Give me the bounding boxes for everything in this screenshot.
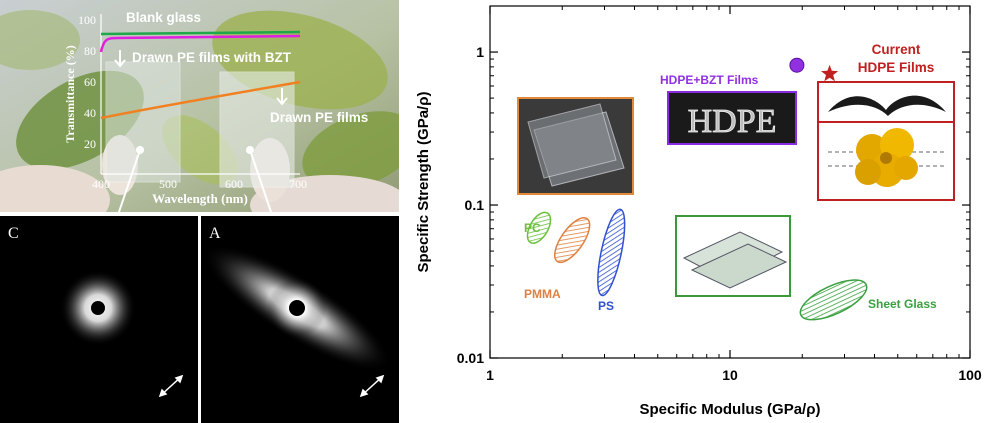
saxs-panel-c: C (0, 216, 198, 423)
inset-x-tick-700: 700 (289, 177, 307, 191)
annotation-pmma: PMMA (524, 287, 561, 301)
connector-line-a (249, 149, 273, 212)
annotation-current: Current (872, 42, 921, 57)
annotation-pc: PC (524, 221, 541, 235)
inset-sheet-glass (675, 215, 791, 297)
hdpe-text: HDPE (688, 103, 777, 140)
arrow-down-icon (276, 88, 288, 106)
y-tick-label: 0.01 (457, 350, 484, 366)
ashby-chart-panel: 1 10 100 1 0.1 0.01 Specific Modulus (GPa/ρ) … (402, 0, 992, 423)
label-blank-glass: Blank glass (126, 10, 201, 25)
beam-stop (289, 300, 305, 316)
inset-acrylic-sheets (517, 97, 634, 195)
inset-y-tick-40: 40 (84, 106, 96, 120)
double-arrow-icon (158, 374, 184, 398)
annotation-hdpe-films: HDPE Films (858, 60, 935, 75)
inset-y-tick-20: 20 (84, 137, 96, 151)
region-ps (597, 208, 626, 297)
saxs-a-svg: A (201, 216, 399, 423)
inset-y-tick-60: 60 (84, 75, 96, 89)
arrow-down-icon (114, 50, 126, 68)
point-current-hdpe-films (821, 64, 839, 82)
photo-spectrum-svg: 100 80 60 40 20 400 500 600 700 Waveleng… (0, 0, 399, 212)
annotation-hdpe-bzt: HDPE+BZT Films (660, 73, 759, 87)
label-drawn-pe-bzt: Drawn PE films with BZT (132, 50, 292, 65)
spectrum-pe-bzt (99, 34, 301, 53)
annotation-ps: PS (598, 299, 614, 313)
points-layer (789, 57, 839, 82)
saxs-letter-a: A (209, 225, 221, 242)
y-axis-label: Specific Strength (GPa/ρ) (415, 92, 432, 273)
inset-current-hdpe (817, 81, 955, 201)
regions-layer (526, 208, 868, 321)
point-hdpe-bzt-films (789, 57, 805, 73)
saxs-panel-a: A (201, 216, 399, 423)
inset-y-tick-80: 80 (84, 44, 96, 58)
y-tick-label: 0.1 (465, 197, 485, 213)
inset-x-tick-400: 400 (92, 177, 110, 191)
saxs-letter-c: C (8, 225, 19, 242)
x-tick-label: 10 (722, 367, 738, 383)
connector-line-c (117, 149, 141, 212)
region-sheet-glass (799, 279, 868, 321)
film-drawn-pe-bzt (105, 61, 181, 183)
y-tick-label: 1 (476, 44, 484, 60)
ticks-layer: 1 10 100 1 0.1 0.01 (457, 5, 982, 383)
inset-x-tick-500: 500 (159, 177, 177, 191)
beam-stop (91, 301, 105, 315)
butterfly-film-illustration (828, 95, 946, 116)
region-pc (526, 211, 552, 244)
inset-x-label: Wavelength (nm) (152, 191, 248, 206)
spectrum-pe (100, 80, 301, 120)
photo-spectrum-panel: 100 80 60 40 20 400 500 600 700 Waveleng… (0, 0, 399, 212)
double-arrow-icon (359, 374, 385, 398)
inset-y-tick-100: 100 (78, 13, 96, 27)
annotation-sheet-glass: Sheet Glass (868, 297, 937, 311)
inset-y-label: Transmittance (%) (63, 45, 77, 142)
region-pmma (554, 217, 591, 264)
flower-illustration (855, 128, 918, 187)
x-tick-label: 100 (958, 367, 982, 383)
saxs-c-svg: C (0, 216, 198, 423)
x-axis-label: Specific Modulus (GPa/ρ) (640, 401, 821, 418)
x-tick-label: 1 (486, 367, 494, 383)
inset-x-tick-600: 600 (225, 177, 243, 191)
spectrum-blank-glass (100, 30, 301, 36)
label-drawn-pe: Drawn PE films (270, 110, 368, 125)
inset-hdpe-film: HDPE (667, 91, 797, 145)
